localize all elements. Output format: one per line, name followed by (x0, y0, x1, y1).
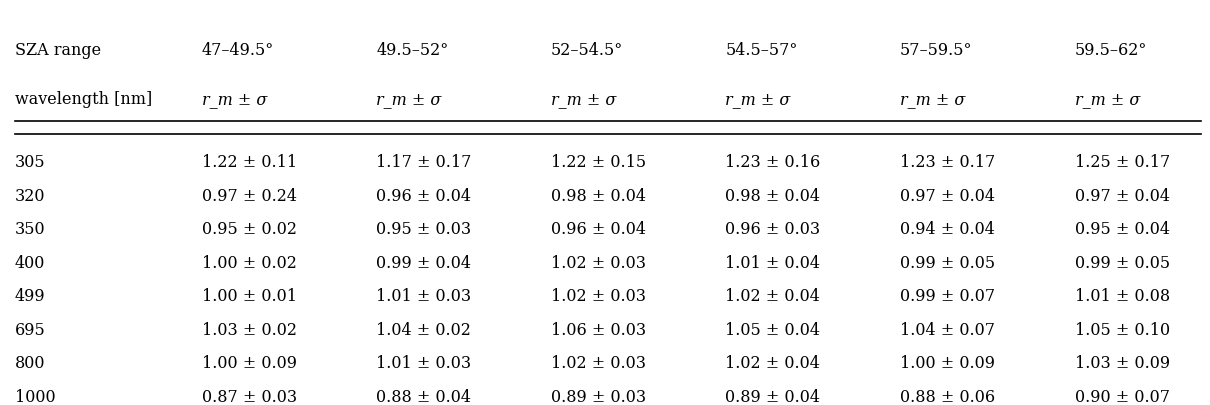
Text: 1.03 ± 0.09: 1.03 ± 0.09 (1074, 354, 1170, 371)
Text: 305: 305 (15, 153, 46, 171)
Text: 1.00 ± 0.09: 1.00 ± 0.09 (900, 354, 995, 371)
Text: 1.02 ± 0.03: 1.02 ± 0.03 (551, 354, 646, 371)
Text: r_m ± σ: r_m ± σ (202, 90, 266, 107)
Text: 1.02 ± 0.04: 1.02 ± 0.04 (726, 288, 820, 304)
Text: 59.5–62°: 59.5–62° (1074, 42, 1147, 59)
Text: 1.17 ± 0.17: 1.17 ± 0.17 (376, 153, 472, 171)
Text: r_m ± σ: r_m ± σ (900, 90, 966, 107)
Text: r_m ± σ: r_m ± σ (1074, 90, 1140, 107)
Text: 0.88 ± 0.04: 0.88 ± 0.04 (376, 388, 471, 405)
Text: 1.02 ± 0.03: 1.02 ± 0.03 (551, 254, 646, 271)
Text: 0.95 ± 0.02: 0.95 ± 0.02 (202, 220, 296, 237)
Text: 1.25 ± 0.17: 1.25 ± 0.17 (1074, 153, 1170, 171)
Text: 0.97 ± 0.04: 0.97 ± 0.04 (900, 187, 995, 204)
Text: 1.04 ± 0.02: 1.04 ± 0.02 (376, 321, 471, 338)
Text: 1.23 ± 0.16: 1.23 ± 0.16 (726, 153, 820, 171)
Text: 1.05 ± 0.10: 1.05 ± 0.10 (1074, 321, 1170, 338)
Text: 0.97 ± 0.04: 0.97 ± 0.04 (1074, 187, 1170, 204)
Text: 1.22 ± 0.11: 1.22 ± 0.11 (202, 153, 296, 171)
Text: 0.99 ± 0.04: 0.99 ± 0.04 (376, 254, 471, 271)
Text: 57–59.5°: 57–59.5° (900, 42, 973, 59)
Text: 350: 350 (15, 220, 46, 237)
Text: 1000: 1000 (15, 388, 56, 405)
Text: r_m ± σ: r_m ± σ (551, 90, 616, 107)
Text: 0.94 ± 0.04: 0.94 ± 0.04 (900, 220, 995, 237)
Text: 0.95 ± 0.04: 0.95 ± 0.04 (1074, 220, 1170, 237)
Text: 49.5–52°: 49.5–52° (376, 42, 449, 59)
Text: 1.01 ± 0.03: 1.01 ± 0.03 (376, 354, 471, 371)
Text: 400: 400 (15, 254, 45, 271)
Text: 1.02 ± 0.03: 1.02 ± 0.03 (551, 288, 646, 304)
Text: r_m ± σ: r_m ± σ (376, 90, 442, 107)
Text: 0.96 ± 0.04: 0.96 ± 0.04 (551, 220, 646, 237)
Text: 1.01 ± 0.03: 1.01 ± 0.03 (376, 288, 471, 304)
Text: SZA range: SZA range (15, 42, 100, 59)
Text: 1.01 ± 0.08: 1.01 ± 0.08 (1074, 288, 1170, 304)
Text: 0.99 ± 0.07: 0.99 ± 0.07 (900, 288, 995, 304)
Text: 0.99 ± 0.05: 0.99 ± 0.05 (900, 254, 995, 271)
Text: 800: 800 (15, 354, 45, 371)
Text: 1.03 ± 0.02: 1.03 ± 0.02 (202, 321, 296, 338)
Text: 1.00 ± 0.02: 1.00 ± 0.02 (202, 254, 296, 271)
Text: 1.22 ± 0.15: 1.22 ± 0.15 (551, 153, 646, 171)
Text: 0.88 ± 0.06: 0.88 ± 0.06 (900, 388, 995, 405)
Text: 54.5–57°: 54.5–57° (726, 42, 797, 59)
Text: 1.05 ± 0.04: 1.05 ± 0.04 (726, 321, 820, 338)
Text: 0.89 ± 0.04: 0.89 ± 0.04 (726, 388, 820, 405)
Text: 0.98 ± 0.04: 0.98 ± 0.04 (726, 187, 820, 204)
Text: 0.96 ± 0.04: 0.96 ± 0.04 (376, 187, 471, 204)
Text: 0.96 ± 0.03: 0.96 ± 0.03 (726, 220, 820, 237)
Text: 0.97 ± 0.24: 0.97 ± 0.24 (202, 187, 296, 204)
Text: 52–54.5°: 52–54.5° (551, 42, 623, 59)
Text: 1.04 ± 0.07: 1.04 ± 0.07 (900, 321, 995, 338)
Text: 0.87 ± 0.03: 0.87 ± 0.03 (202, 388, 296, 405)
Text: 0.98 ± 0.04: 0.98 ± 0.04 (551, 187, 646, 204)
Text: 695: 695 (15, 321, 46, 338)
Text: 1.00 ± 0.01: 1.00 ± 0.01 (202, 288, 296, 304)
Text: 1.00 ± 0.09: 1.00 ± 0.09 (202, 354, 296, 371)
Text: 0.89 ± 0.03: 0.89 ± 0.03 (551, 388, 646, 405)
Text: 320: 320 (15, 187, 45, 204)
Text: wavelength [nm]: wavelength [nm] (15, 90, 152, 107)
Text: 0.95 ± 0.03: 0.95 ± 0.03 (376, 220, 471, 237)
Text: 1.06 ± 0.03: 1.06 ± 0.03 (551, 321, 646, 338)
Text: 1.02 ± 0.04: 1.02 ± 0.04 (726, 354, 820, 371)
Text: 0.99 ± 0.05: 0.99 ± 0.05 (1074, 254, 1170, 271)
Text: 0.90 ± 0.07: 0.90 ± 0.07 (1074, 388, 1170, 405)
Text: 499: 499 (15, 288, 46, 304)
Text: r_m ± σ: r_m ± σ (726, 90, 790, 107)
Text: 1.23 ± 0.17: 1.23 ± 0.17 (900, 153, 996, 171)
Text: 1.01 ± 0.04: 1.01 ± 0.04 (726, 254, 820, 271)
Text: 47–49.5°: 47–49.5° (202, 42, 273, 59)
